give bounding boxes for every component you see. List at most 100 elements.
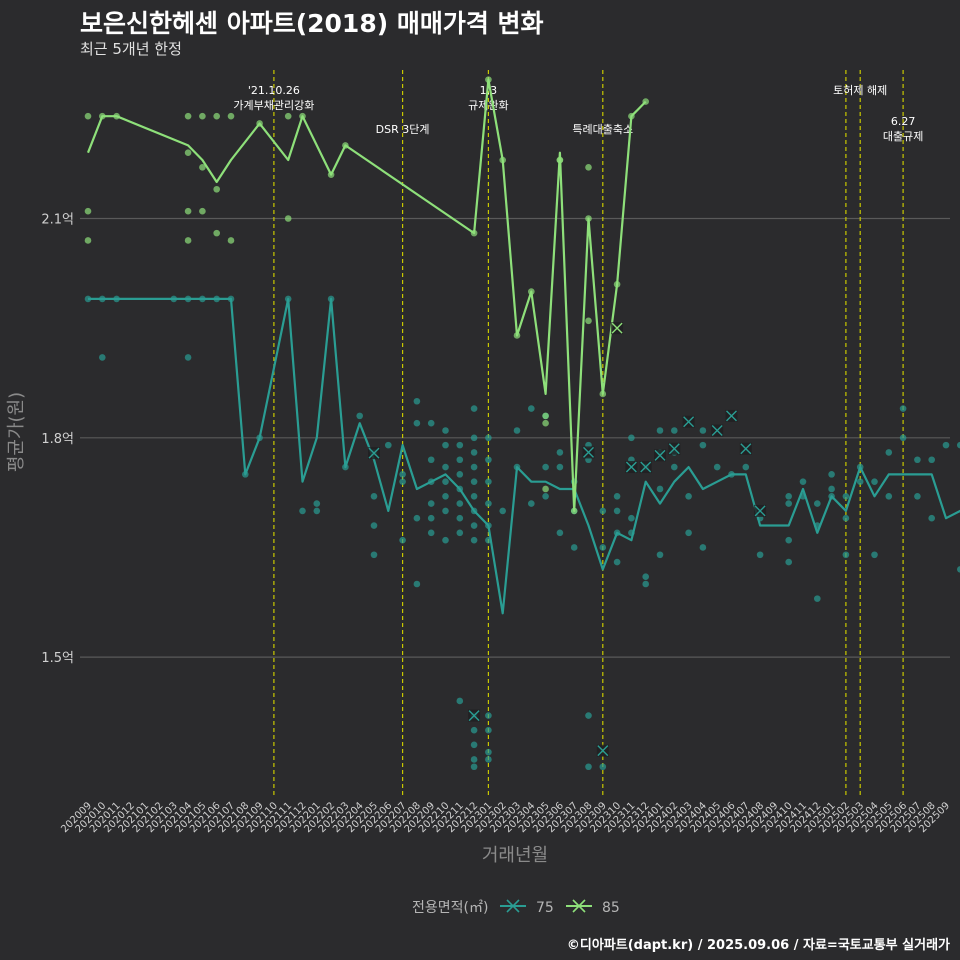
cross-marker [596,744,609,757]
event-label: 가계부채관리강화 [233,99,314,112]
event-label: DSR 3단계 [376,123,430,136]
cross-marker [668,442,681,455]
data-point [585,712,592,719]
data-point [957,441,960,449]
data-point [556,449,564,456]
data-point [699,544,707,551]
data-point [427,419,435,427]
data-point [928,456,935,464]
data-point [642,580,649,588]
data-point [856,478,864,485]
cross-marker-x [597,745,609,757]
data-point [456,441,464,449]
cross-marker-x [368,447,380,459]
data-point [227,112,235,120]
data-point [685,529,692,537]
data-point [470,449,478,456]
data-point [599,507,607,515]
data-point [585,763,592,771]
data-point [485,500,492,507]
data-point [470,492,478,500]
cross-marker [582,446,595,459]
data-point [914,456,921,464]
cross-marker [639,461,652,474]
data-point [814,595,821,602]
data-point [399,478,406,485]
data-point [642,573,649,580]
data-point [785,536,792,544]
y-axis-title: 평균가(원) [6,392,27,472]
cross-marker-x [754,505,766,517]
cross-marker-x [726,410,737,422]
series-line [86,78,647,512]
data-point [599,544,607,551]
data-point [413,397,421,405]
data-point [456,456,464,464]
data-point [470,741,478,749]
data-point [456,529,464,537]
data-point [628,434,635,442]
cross-marker [682,415,695,428]
data-point [928,514,935,522]
data-point [470,522,478,529]
cross-marker-x [668,443,680,455]
data-point [542,412,549,420]
data-point [871,551,878,559]
data-point [84,237,92,244]
data-point [385,441,392,449]
legend-swatch-x [506,899,520,913]
data-point [785,492,792,500]
legend-swatch-x [572,899,586,913]
cross-marker-x [640,461,652,473]
cross-markers [368,322,767,757]
data-point [785,558,792,566]
data-point [485,712,492,719]
y-tick-label: 1.8억 [41,432,74,447]
cross-marker-x [611,322,623,334]
data-point [599,763,607,771]
data-point [585,317,592,325]
data-point [585,164,592,171]
data-point [184,207,192,215]
cross-marker [739,442,752,455]
data-point [427,500,435,507]
data-point [499,507,507,515]
cross-marker-x [683,416,695,428]
page-title: 보은신한헤센 아파트(2018) 매매가격 변화 [80,9,544,38]
data-point [885,449,893,456]
data-point [699,427,707,434]
data-point [370,492,378,500]
data-point [99,354,106,361]
data-point [184,354,192,361]
data-point [370,522,378,529]
data-point [413,514,421,522]
data-point [671,463,678,471]
event-label: 대출규제 [883,130,923,143]
data-point [542,485,549,493]
data-point [199,112,206,120]
data-point [528,405,535,412]
data-point [470,463,478,471]
transaction-points [84,76,960,771]
data-point [628,514,635,522]
data-point [613,492,621,500]
data-point [542,463,549,471]
data-point [442,463,449,471]
data-point [470,756,478,763]
data-point [442,507,449,515]
y-tick-labels: 1.5억 1.8억 2.1억 [41,213,74,667]
data-point [284,215,292,222]
cross-marker [468,709,481,722]
data-point [528,500,535,507]
data-point [399,536,406,544]
page-subtitle: 최근 5개년 한정 [80,40,182,58]
data-point [456,514,464,522]
data-point [442,441,449,449]
data-point [284,112,292,120]
data-point [84,112,92,120]
data-point [485,726,492,734]
data-point [542,419,549,427]
data-point [213,229,220,237]
